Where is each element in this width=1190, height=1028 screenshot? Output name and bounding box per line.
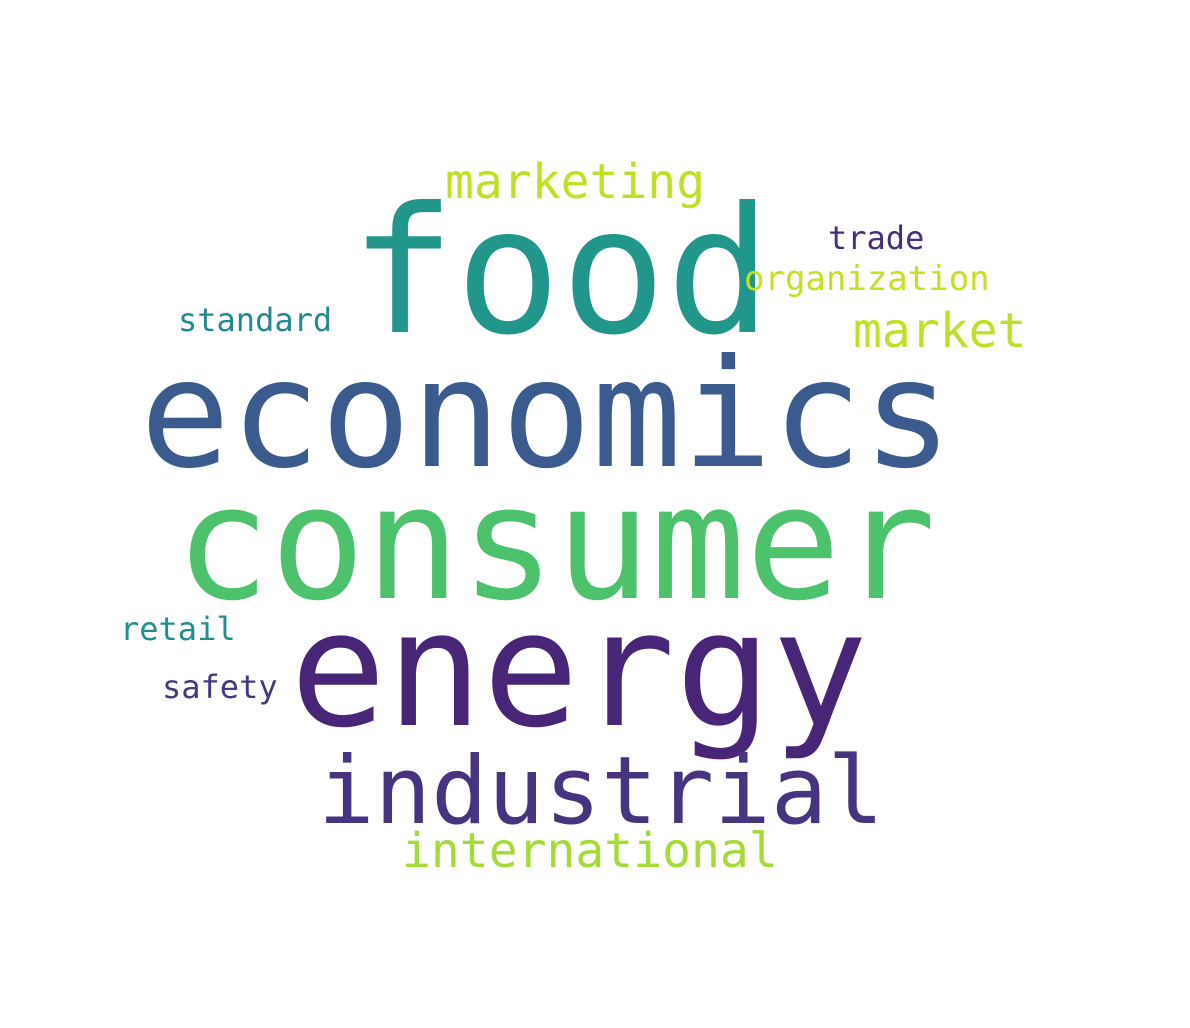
word-standard: standard	[178, 301, 333, 339]
word-trade: trade	[828, 219, 925, 257]
word-energy: energy	[290, 576, 868, 763]
word-consumer: consumer	[175, 452, 936, 636]
word-economics: economics	[140, 328, 953, 502]
word-industrial: industrial	[318, 737, 884, 846]
word-organization: organization	[744, 259, 990, 299]
word-safety: safety	[162, 668, 278, 706]
word-international: international	[402, 823, 778, 879]
word-market: market	[853, 303, 1027, 359]
word-retail: retail	[120, 610, 236, 648]
word-food: food	[350, 171, 772, 374]
word-marketing: marketing	[445, 154, 706, 210]
